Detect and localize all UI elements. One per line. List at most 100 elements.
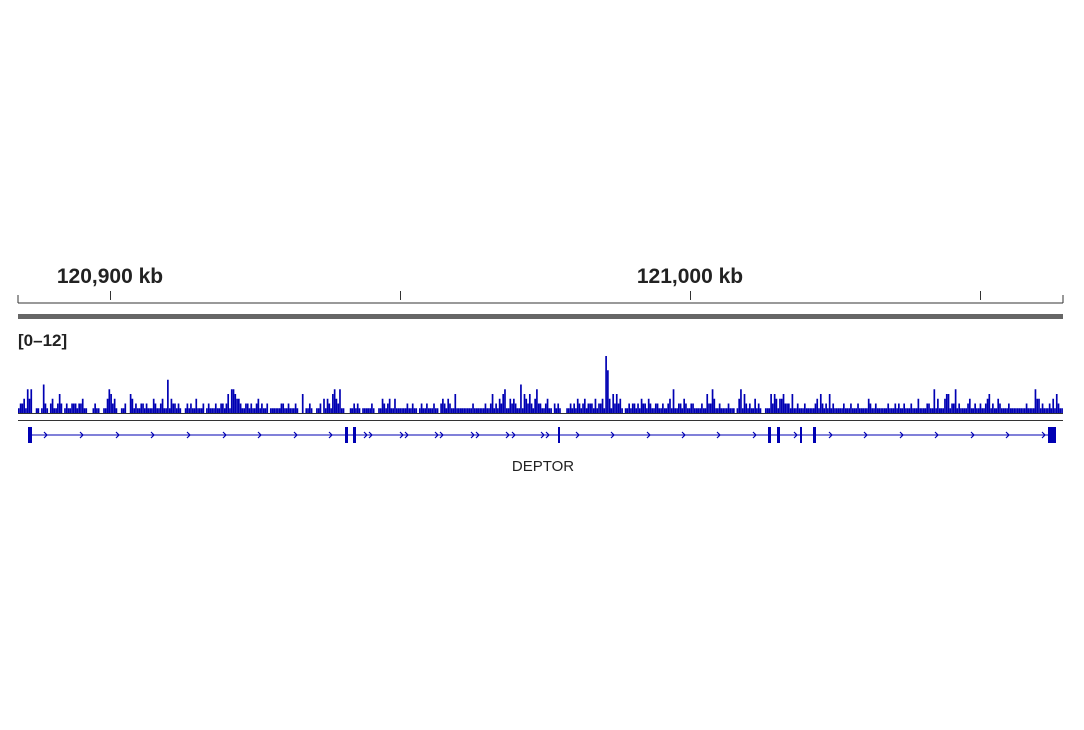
coverage-bar bbox=[53, 408, 56, 413]
gene-track-DEPTOR[interactable]: DEPTOR bbox=[28, 427, 1056, 475]
coverage-bar bbox=[239, 403, 242, 413]
coverage-bar bbox=[901, 408, 904, 413]
coverage-bar bbox=[837, 408, 840, 413]
coverage-bar bbox=[275, 408, 277, 413]
coverage-bar bbox=[1008, 403, 1010, 413]
coverage-bar bbox=[825, 403, 827, 413]
coverage-bar bbox=[516, 408, 519, 413]
coverage-bar bbox=[491, 394, 494, 413]
coverage-bar bbox=[736, 408, 739, 413]
coverage-bar bbox=[981, 408, 984, 413]
coverage-bar bbox=[371, 403, 373, 413]
strand-arrow-icon bbox=[511, 431, 516, 439]
coverage-bar bbox=[64, 408, 66, 413]
coverage-bar bbox=[447, 398, 450, 413]
coverage-bar bbox=[188, 408, 191, 413]
coverage-bar bbox=[883, 408, 886, 413]
coverage-bar bbox=[92, 408, 95, 413]
strand-arrow-icon bbox=[79, 431, 84, 439]
coverage-bar bbox=[701, 403, 703, 413]
coverage-bar bbox=[326, 398, 329, 413]
coverage-bar bbox=[536, 389, 538, 413]
coverage-bar bbox=[19, 403, 22, 413]
coverage-bar bbox=[844, 408, 847, 413]
coverage-bar bbox=[282, 403, 285, 413]
coverage-bar bbox=[607, 370, 609, 413]
coverage-bar bbox=[858, 408, 861, 413]
coverage-bar bbox=[429, 408, 432, 413]
ruler-label-120900: 120,900 kb bbox=[57, 265, 163, 288]
coverage-bar bbox=[575, 408, 577, 413]
coverage-bar bbox=[211, 408, 214, 413]
coverage-bar bbox=[252, 408, 254, 413]
coverage-bar bbox=[819, 394, 822, 413]
coverage-bar bbox=[475, 408, 478, 413]
coverage-bar bbox=[678, 403, 680, 413]
coverage-bar bbox=[463, 408, 466, 413]
coverage-bar bbox=[236, 398, 238, 413]
coverage-bar bbox=[319, 403, 322, 413]
coverage-bar bbox=[1055, 394, 1058, 413]
coverage-bar bbox=[821, 403, 824, 413]
coverage-bar bbox=[122, 408, 125, 413]
coverage-bar bbox=[1061, 408, 1063, 413]
coverage-bar bbox=[990, 408, 992, 413]
coverage-bar bbox=[158, 408, 160, 413]
coverage-bar bbox=[745, 403, 748, 413]
coverage-bar bbox=[601, 398, 604, 413]
coverage-bar bbox=[186, 403, 189, 413]
coverage-bar bbox=[654, 403, 657, 413]
strand-arrow-icon bbox=[863, 431, 868, 439]
coverage-bar bbox=[885, 408, 888, 413]
coverage-bar bbox=[379, 408, 382, 413]
coverage-bar bbox=[610, 408, 613, 413]
coverage-bar bbox=[992, 403, 994, 413]
strand-arrow-icon bbox=[934, 431, 939, 439]
coverage-bar bbox=[695, 408, 698, 413]
coverage-bar bbox=[1002, 408, 1005, 413]
coverage-bar bbox=[798, 408, 801, 413]
coverage-bar bbox=[18, 408, 20, 413]
coverage-bar bbox=[743, 394, 746, 413]
coverage-bar bbox=[184, 408, 187, 413]
coverage-bar bbox=[855, 408, 858, 413]
coverage-bar bbox=[646, 408, 648, 413]
coverage-bar bbox=[301, 394, 304, 413]
coverage-bar bbox=[674, 408, 677, 413]
strand-arrow-icon bbox=[1041, 431, 1046, 439]
coverage-bar bbox=[51, 398, 54, 413]
strand-arrows bbox=[43, 431, 1046, 439]
coverage-bar bbox=[626, 408, 629, 413]
coverage-bar bbox=[598, 403, 600, 413]
coverage-bar bbox=[505, 408, 508, 413]
coverage-bar bbox=[921, 408, 923, 413]
coverage-bar bbox=[605, 356, 607, 413]
coverage-bar bbox=[415, 408, 418, 413]
coverage-bar bbox=[621, 408, 623, 413]
strand-arrow-icon bbox=[681, 431, 686, 439]
coverage-bar bbox=[23, 398, 26, 413]
coverage-bar bbox=[548, 408, 551, 413]
coverage-bar bbox=[843, 403, 845, 413]
coverage-bar bbox=[789, 408, 792, 413]
coverage-bar bbox=[651, 408, 654, 413]
coverage-bar bbox=[617, 403, 620, 413]
coverage-bar bbox=[1015, 408, 1017, 413]
coverage-bar bbox=[642, 403, 645, 413]
coverage-bar bbox=[222, 403, 224, 413]
coverage-bar bbox=[76, 408, 79, 413]
coverage-bar bbox=[470, 408, 473, 413]
coverage-bar bbox=[1011, 408, 1014, 413]
coverage-bar bbox=[330, 408, 332, 413]
coverage-bar bbox=[310, 408, 313, 413]
coverage-bar bbox=[112, 403, 114, 413]
coverage-bar bbox=[191, 408, 194, 413]
coverage-bar bbox=[179, 408, 182, 413]
coverage-bar bbox=[780, 398, 783, 413]
coverage-bar bbox=[58, 394, 61, 413]
coverage-bar bbox=[113, 398, 116, 413]
coverage-bar bbox=[431, 408, 434, 413]
coverage-bar bbox=[225, 403, 228, 413]
coverage-bar bbox=[390, 408, 393, 413]
